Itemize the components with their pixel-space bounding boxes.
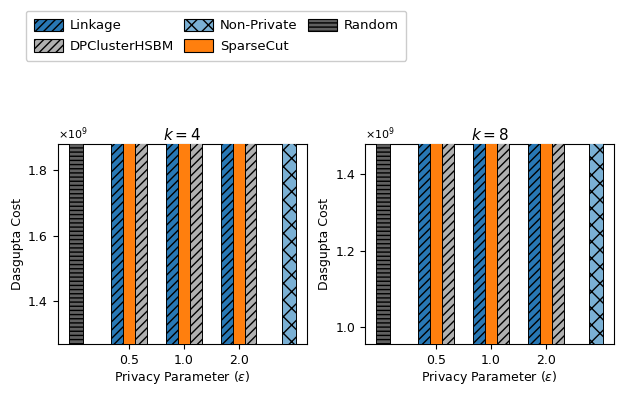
- Legend: Linkage, DPClusterHSBM, Non-Private, SparseCut, Random: Linkage, DPClusterHSBM, Non-Private, Spa…: [26, 10, 406, 61]
- Bar: [442, 0, 454, 344]
- Bar: [244, 0, 257, 344]
- Bar: [166, 0, 178, 344]
- Bar: [69, 0, 83, 344]
- Bar: [189, 0, 202, 344]
- Bar: [376, 0, 390, 344]
- Bar: [528, 0, 540, 344]
- X-axis label: Privacy Parameter ($\epsilon$): Privacy Parameter ($\epsilon$): [114, 370, 251, 386]
- Bar: [135, 0, 147, 344]
- Bar: [178, 0, 189, 344]
- X-axis label: Privacy Parameter ($\epsilon$): Privacy Parameter ($\epsilon$): [421, 370, 558, 386]
- Bar: [123, 0, 135, 344]
- Bar: [111, 0, 123, 344]
- Bar: [221, 0, 233, 344]
- Bar: [419, 0, 430, 344]
- Bar: [552, 0, 564, 344]
- Bar: [473, 0, 485, 344]
- Bar: [540, 0, 552, 344]
- Y-axis label: Dasgupta Cost: Dasgupta Cost: [318, 198, 331, 290]
- Text: $\times 10^9$: $\times 10^9$: [58, 125, 88, 142]
- Bar: [282, 0, 296, 344]
- Bar: [589, 0, 603, 344]
- Bar: [485, 0, 497, 344]
- Y-axis label: Dasgupta Cost: Dasgupta Cost: [11, 198, 24, 290]
- Title: $k = 4$: $k = 4$: [163, 127, 202, 143]
- Bar: [430, 0, 442, 344]
- Bar: [233, 0, 244, 344]
- Text: $\times 10^9$: $\times 10^9$: [365, 125, 395, 142]
- Title: $k = 8$: $k = 8$: [470, 127, 509, 143]
- Bar: [497, 0, 509, 344]
